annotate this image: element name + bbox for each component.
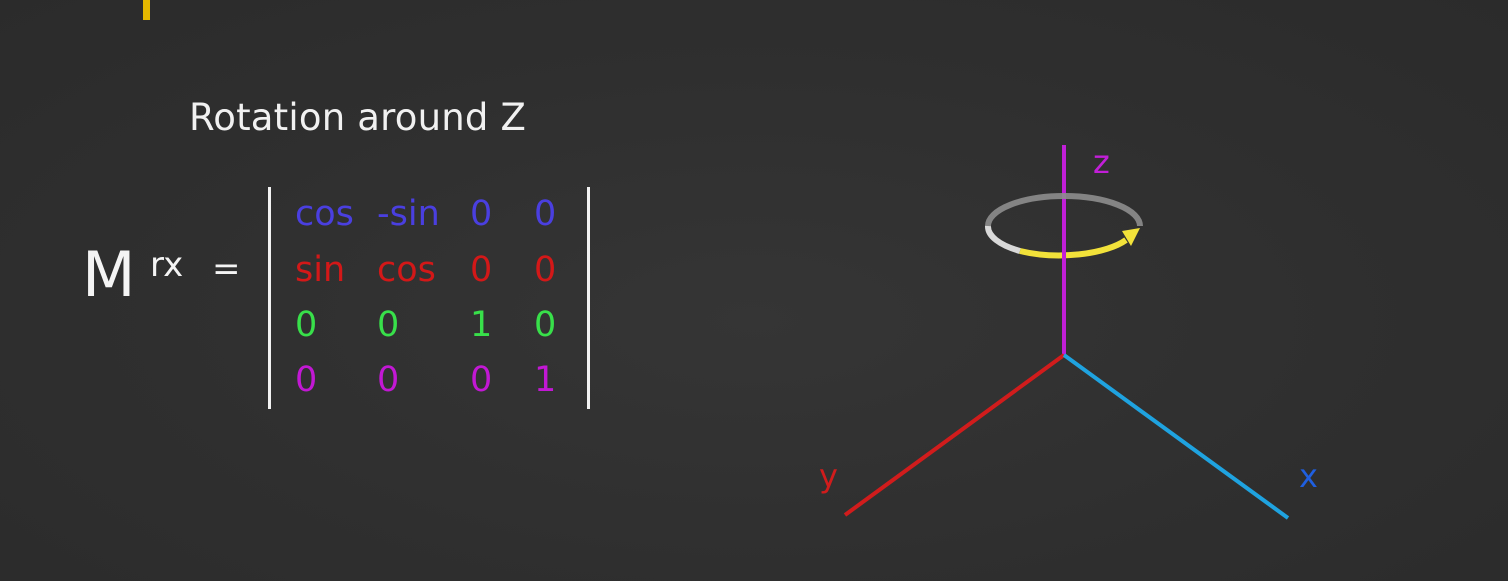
matrix-left-bar bbox=[268, 187, 271, 409]
rotation-ring-back bbox=[985, 193, 1143, 227]
matrix-cell-r4c3: 0 bbox=[470, 360, 493, 400]
matrix-cell-r2c4: 0 bbox=[534, 250, 557, 290]
matrix-right-bar bbox=[587, 187, 590, 409]
matrix-cell-r1c3: 0 bbox=[470, 194, 493, 234]
matrix-cell-r3c4: 0 bbox=[534, 305, 557, 345]
rotation-arrow-arc bbox=[1019, 237, 1128, 259]
rotation-ring-front-left bbox=[985, 225, 1021, 254]
matrix-cell-r1c4: 0 bbox=[534, 194, 557, 234]
matrix-cell-r3c2: 0 bbox=[377, 305, 400, 345]
y-axis-line bbox=[843, 353, 1066, 517]
matrix-cell-r3c1: 0 bbox=[295, 305, 318, 345]
slide-title: Rotation around Z bbox=[189, 96, 527, 139]
matrix-cell-r2c2: cos bbox=[377, 250, 436, 290]
matrix-symbol: M rx bbox=[82, 244, 183, 306]
equals-sign: = bbox=[212, 249, 241, 289]
matrix-cell-r4c4: 1 bbox=[534, 360, 557, 400]
top-marker bbox=[143, 0, 150, 20]
z-axis-label: z bbox=[1093, 143, 1110, 181]
matrix-cell-r3c3: 1 bbox=[470, 305, 493, 345]
y-axis-label: y bbox=[819, 457, 838, 495]
x-axis-line bbox=[1062, 353, 1290, 520]
matrix-cell-r1c2: -sin bbox=[377, 194, 440, 234]
rotation-arrow-head bbox=[1122, 228, 1140, 246]
matrix-superscript: rx bbox=[150, 245, 184, 285]
matrix-cell-r4c1: 0 bbox=[295, 360, 318, 400]
matrix-cell-r4c2: 0 bbox=[377, 360, 400, 400]
matrix-cell-r1c1: cos bbox=[295, 194, 354, 234]
x-axis-label: x bbox=[1299, 457, 1318, 495]
matrix-cell-r2c1: sin bbox=[295, 250, 346, 290]
matrix-cell-r2c3: 0 bbox=[470, 250, 493, 290]
matrix-symbol-letter: M bbox=[82, 238, 136, 311]
